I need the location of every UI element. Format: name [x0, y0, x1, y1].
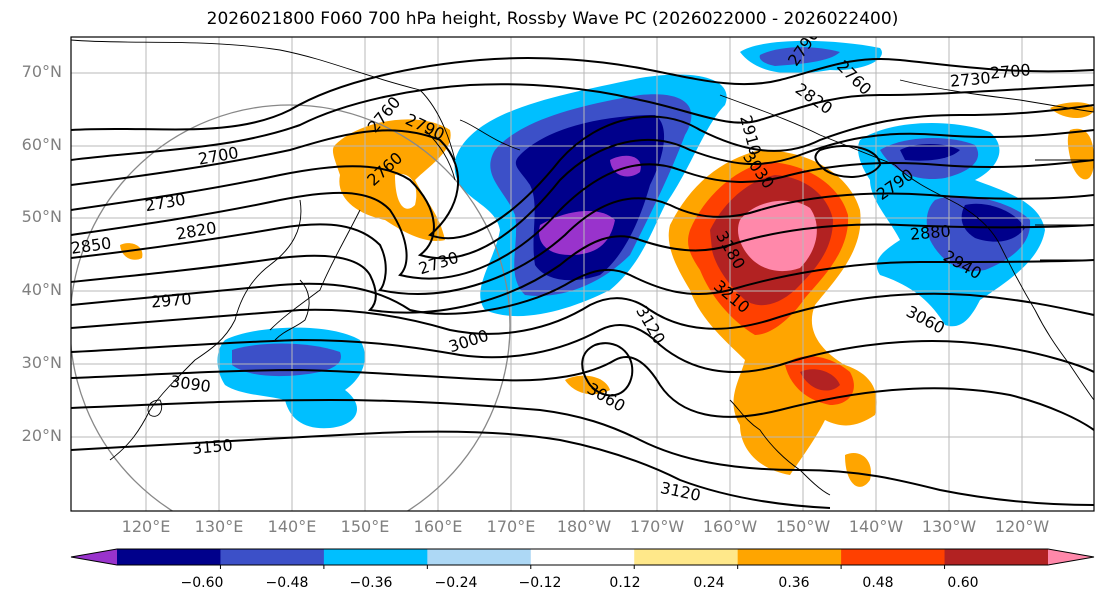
colorbar-tick-label: 0.36 — [778, 575, 810, 591]
reference-circle — [71, 104, 511, 511]
lon-label: 130°E — [194, 517, 244, 536]
lon-label: 170°E — [486, 517, 536, 536]
colorbar-segment — [944, 549, 1049, 565]
map-title: 2026021800 F060 700 hPa height, Rossby W… — [206, 9, 899, 29]
colorbar-tick-label: 0.60 — [947, 575, 979, 591]
colorbar-outline — [70, 548, 1095, 566]
contour-label: 3150 — [191, 435, 233, 457]
lon-label: 150°E — [340, 517, 390, 536]
colorbar-tick-label: −0.60 — [180, 575, 224, 591]
lon-label: 120°W — [994, 517, 1050, 536]
colorbar-tick-label: 0.24 — [693, 575, 725, 591]
colorbar-segment — [323, 549, 428, 565]
colorbar-segment — [530, 549, 635, 565]
lat-label: 20°N — [21, 426, 62, 445]
lat-label: 70°N — [21, 62, 62, 81]
anomaly-shading — [120, 40, 1094, 487]
lon-label: 160°W — [702, 517, 758, 536]
lat-label: 40°N — [21, 280, 62, 299]
contour-label: 2880 — [909, 221, 951, 243]
map-area: 2760 2790 2700 2760 2730 2820 2850 2970 … — [71, 37, 1094, 511]
colorbar-tick-label: 0.12 — [609, 575, 641, 591]
lon-label: 130°W — [921, 517, 977, 536]
colorbar-segment — [841, 549, 946, 565]
height-contours — [71, 57, 1094, 509]
lon-label: 170°W — [629, 517, 685, 536]
lon-label: 120°E — [121, 517, 171, 536]
contour-label: 2970 — [150, 289, 192, 311]
lon-label: 180°W — [556, 517, 612, 536]
contour-label: 2730 — [949, 68, 991, 90]
colorbar-extend-min — [71, 549, 117, 565]
contour-label: 2700 — [989, 60, 1031, 82]
map-frame — [70, 36, 1095, 512]
lon-label: 140°E — [267, 517, 317, 536]
colorbar-segment — [634, 549, 739, 565]
colorbar-extend-max — [1048, 549, 1094, 565]
colorbar — [70, 548, 1095, 569]
colorbar-segment — [737, 549, 842, 565]
lon-label: 150°W — [775, 517, 831, 536]
lat-label: 50°N — [21, 207, 62, 226]
colorbar-tick-label: −0.36 — [349, 575, 393, 591]
lat-label: 60°N — [21, 135, 62, 154]
colorbar-tick-label: −0.12 — [518, 575, 562, 591]
colorbar-tick-label: 0.48 — [862, 575, 894, 591]
colorbar-tick-label: −0.48 — [265, 575, 309, 591]
lon-label: 160°E — [413, 517, 463, 536]
colorbar-segment — [427, 549, 532, 565]
colorbar-segment — [220, 549, 325, 565]
lon-label: 140°W — [848, 517, 904, 536]
lat-label: 30°N — [21, 353, 62, 372]
colorbar-tick-label: −0.24 — [434, 575, 478, 591]
colorbar-segment — [117, 549, 221, 565]
